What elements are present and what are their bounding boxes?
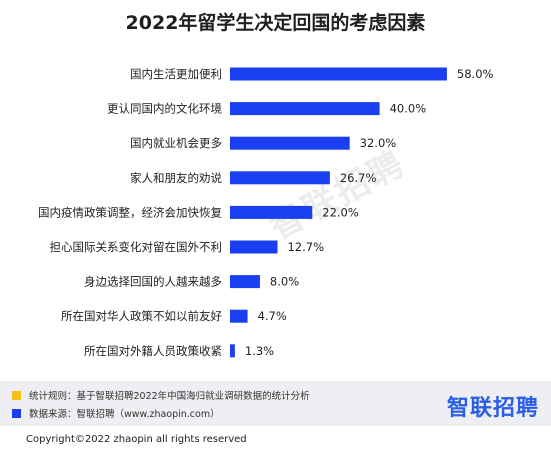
value-label: 40.0% <box>390 102 427 116</box>
value-label: 12.7% <box>287 240 324 254</box>
category-label: 国内疫情政策调整，经济会加快恢复 <box>38 205 222 219</box>
category-label: 身边选择回国的人越来越多 <box>84 275 222 289</box>
value-label: 4.7% <box>258 309 287 323</box>
value-label: 32.0% <box>360 136 397 150</box>
category-label: 所在国对外籍人员政策收紧 <box>84 344 222 358</box>
category-label: 国内就业机会更多 <box>130 136 222 150</box>
category-label: 家人和朋友的劝说 <box>130 171 222 185</box>
chart-title: 2022年留学生决定回国的考虑因素 <box>125 12 426 34</box>
note-source-text: 数据来源：智联招聘（www.zhaopin.com） <box>29 409 220 420</box>
bar <box>230 102 380 116</box>
bar <box>230 67 447 81</box>
brand-logo: 智联招聘 <box>446 396 539 421</box>
value-label: 58.0% <box>457 67 494 81</box>
value-label: 22.0% <box>322 205 359 219</box>
copyright-text: Copyright©2022 zhaopin all rights reserv… <box>26 434 247 445</box>
category-label: 所在国对华人政策不如以前友好 <box>61 309 222 323</box>
note-rule-text: 统计规则：基于智联招聘2022年中国海归就业调研数据的统计分析 <box>29 391 310 402</box>
bar-chart: 国内生活更加便利 58.0% 更认同国内的文化环境 40.0% 国内就业机会更多 32.0… <box>38 67 494 358</box>
yellow-square-icon <box>12 390 21 400</box>
category-label: 更认同国内的文化环境 <box>107 102 222 116</box>
value-label: 8.0% <box>270 275 299 289</box>
value-label: 26.7% <box>340 171 377 185</box>
bar <box>230 240 278 254</box>
bar <box>230 275 260 289</box>
note-rule: 统计规则：基于智联招聘2022年中国海归就业调研数据的统计分析 <box>12 388 310 402</box>
bar <box>230 136 350 150</box>
blue-square-icon <box>12 408 21 418</box>
category-label: 国内生活更加便利 <box>130 67 222 81</box>
bar <box>230 344 235 358</box>
footer-panel: 统计规则：基于智联招聘2022年中国海归就业调研数据的统计分析 数据来源：智联招… <box>0 381 551 426</box>
bar <box>230 205 313 219</box>
category-label: 担心国际关系变化对留在国外不利 <box>50 240 223 254</box>
bar <box>230 309 248 323</box>
note-source: 数据来源：智联招聘（www.zhaopin.com） <box>12 406 220 420</box>
bar <box>230 171 330 185</box>
value-label: 1.3% <box>245 344 274 358</box>
